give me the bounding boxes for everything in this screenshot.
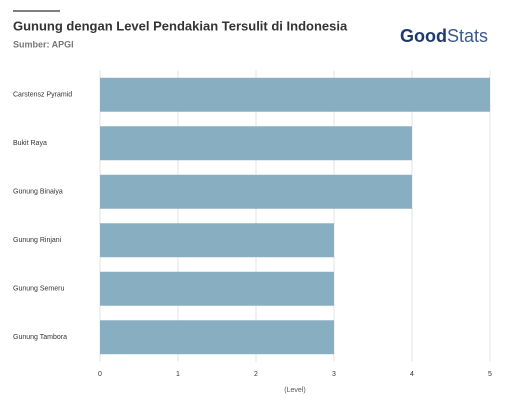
y-tick-label: Gunung Tambora (13, 334, 67, 341)
y-tick-label: Gunung Semeru (13, 286, 64, 293)
logo-part: Stats (447, 26, 488, 46)
logo: GoodStats (400, 26, 488, 46)
bar (100, 174, 412, 209)
x-tick-label: 2 (254, 371, 258, 378)
chart-subtitle: Sumber: APGI (13, 39, 74, 49)
y-tick-label: Gunung Binaiya (13, 189, 63, 196)
bar (100, 223, 334, 258)
bar (100, 320, 334, 355)
bar (100, 126, 412, 161)
y-tick-label: Carstensz Pyramid (13, 92, 72, 99)
x-tick-label: 1 (176, 371, 180, 378)
y-tick-label: Gunung Rinjani (13, 237, 62, 244)
x-axis-label: (Level) (284, 387, 305, 394)
y-tick-label: Bukit Raya (13, 140, 47, 147)
x-tick-label: 0 (98, 371, 102, 378)
x-tick-label: 5 (488, 371, 492, 378)
bar (100, 77, 490, 112)
bar (100, 271, 334, 306)
x-tick-label: 4 (410, 371, 414, 378)
chart-title: Gunung dengan Level Pendakian Tersulit d… (13, 18, 348, 33)
logo-part: Good (400, 26, 447, 46)
x-tick-label: 3 (332, 371, 336, 378)
